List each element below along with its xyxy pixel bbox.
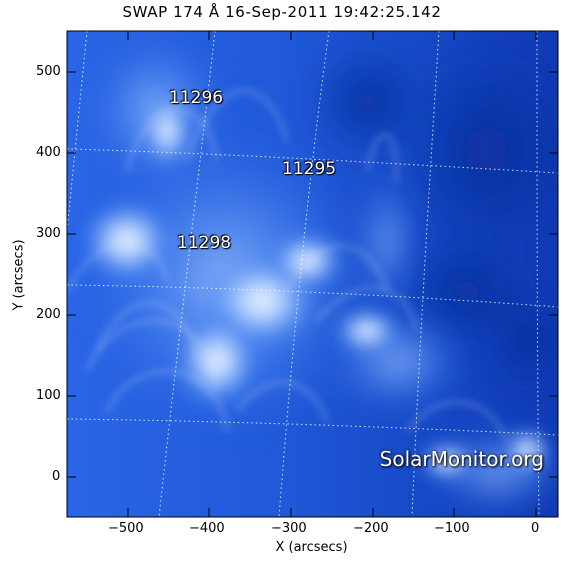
active-region-label-11298: 11298: [177, 233, 232, 253]
watermark: SolarMonitor.org: [379, 447, 544, 471]
solar-image: [67, 31, 558, 517]
x-axis-label: X (arcsecs): [275, 540, 348, 555]
x-tick-label: −400: [189, 521, 225, 536]
y-axis-label: Y (arcsecs): [11, 239, 27, 311]
active-region-label-11295: 11295: [282, 159, 337, 179]
x-tick-label: −300: [271, 521, 307, 536]
x-tick-label: 0: [531, 521, 540, 536]
y-tick-label: 500: [36, 64, 61, 79]
solar-image-frame: 11296 11295 11298 SolarMonitor.org: [67, 31, 558, 517]
y-tick-label: 100: [36, 388, 61, 403]
y-tick-label: 0: [52, 469, 61, 484]
x-tick-label: −100: [434, 521, 470, 536]
y-tick-label: 300: [36, 226, 61, 241]
y-tick-label: 200: [36, 307, 61, 322]
active-region-label-11296: 11296: [169, 88, 224, 108]
image-title: SWAP 174 Å 16-Sep-2011 19:42:25.142: [122, 3, 442, 21]
x-tick-label: −500: [108, 521, 144, 536]
y-tick-label: 400: [36, 145, 61, 160]
x-tick-label: −200: [353, 521, 389, 536]
